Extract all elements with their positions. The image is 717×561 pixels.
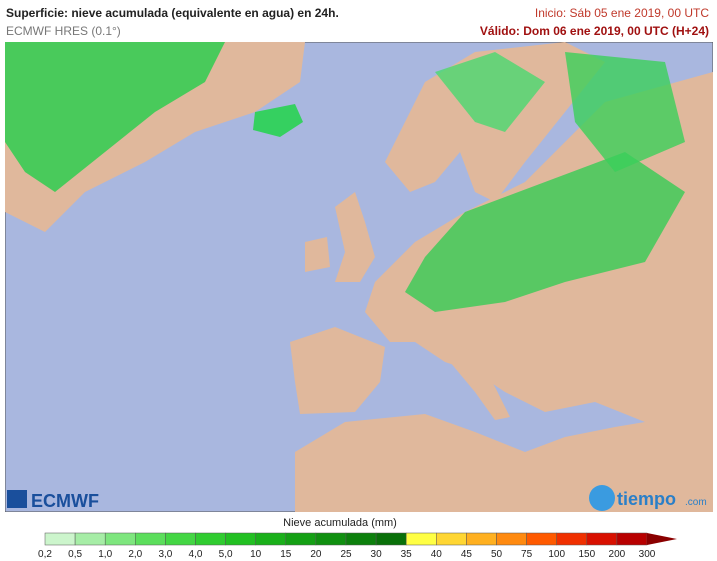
legend-swatch [405, 532, 437, 546]
legend-label: 150 [578, 549, 595, 560]
legend-label: 40 [431, 549, 443, 560]
britain [335, 192, 375, 282]
legend-label: 45 [461, 549, 473, 560]
ecmwf-icon [7, 490, 27, 508]
legend-label: 0,2 [38, 549, 52, 560]
snow-area [435, 52, 545, 132]
start-time: Inicio: Sáb 05 ene 2019, 00 UTC [534, 6, 709, 20]
tiempo-suffix: .com [685, 497, 707, 508]
legend-swatch [225, 532, 256, 546]
legend-swatch [44, 532, 76, 546]
model-label: ECMWF HRES (0.1°) [6, 24, 121, 38]
legend-label: 1,0 [98, 549, 112, 560]
legend-label: 35 [401, 549, 413, 560]
map-title: Superficie: nieve acumulada (equivalente… [6, 6, 339, 20]
legend-swatch [165, 532, 196, 546]
ireland [305, 237, 330, 272]
legend-swatch [586, 532, 618, 546]
legend-swatch [345, 532, 377, 546]
legend-swatch [496, 532, 527, 546]
snow-area [405, 152, 685, 312]
legend-label: 10 [250, 549, 262, 560]
legend-label: 0,5 [68, 549, 82, 560]
legend-swatch [255, 532, 287, 546]
legend-swatch [375, 532, 407, 546]
italy [450, 342, 510, 420]
legend-swatch [104, 532, 136, 546]
legend-label: 75 [521, 549, 533, 560]
legend-label: 30 [371, 549, 383, 560]
legend-swatch [526, 532, 557, 546]
ecmwf-logo: ECMWF [31, 491, 99, 511]
legend-swatch [135, 532, 166, 546]
legend-arrow [647, 533, 677, 545]
iberia [290, 327, 385, 414]
legend-swatch [315, 532, 347, 546]
legend-label: 15 [280, 549, 292, 560]
legend-swatch [74, 532, 106, 546]
legend-label: 50 [491, 549, 503, 560]
legend-label: 2,0 [128, 549, 142, 560]
legend-label: 300 [639, 549, 656, 560]
iceland [253, 104, 303, 137]
legend-label: 200 [609, 549, 626, 560]
legend-label: 5,0 [219, 549, 233, 560]
legend-label: 3,0 [158, 549, 172, 560]
legend-swatch [436, 532, 467, 546]
legend-label: 25 [340, 549, 352, 560]
legend-swatch [466, 532, 497, 546]
legend-title: Nieve acumulada (mm) [283, 517, 397, 529]
legend-swatch [285, 532, 317, 546]
legend-label: 20 [310, 549, 322, 560]
legend-swatch [195, 532, 226, 546]
legend-swatch [616, 532, 648, 546]
snow-area [565, 52, 685, 172]
tiempo-icon [589, 485, 615, 511]
map: ECMWF tiempo .com [5, 42, 713, 512]
snow-area [5, 42, 225, 192]
tiempo-logo: tiempo [617, 489, 676, 509]
legend-swatch [556, 532, 588, 546]
legend-label: 100 [548, 549, 565, 560]
valid-time: Válido: Dom 06 ene 2019, 00 UTC (H+24) [479, 24, 709, 38]
legend-label: 4,0 [189, 549, 203, 560]
legend: Nieve acumulada (mm) 0,2 0,5 1,0 2,0 3,0 4,0 5… [38, 517, 677, 560]
